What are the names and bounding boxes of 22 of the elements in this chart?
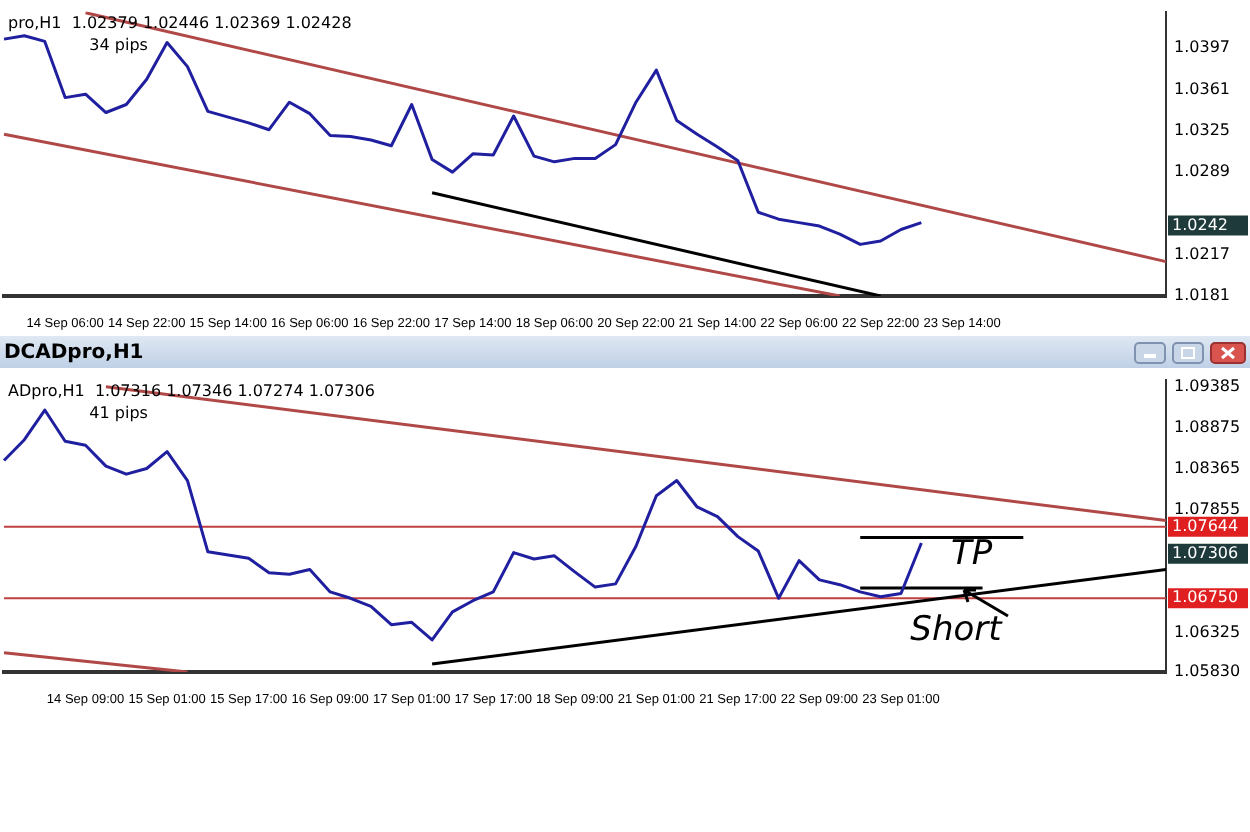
annotation: 34 pips [89, 35, 148, 54]
y-tick-label: 1.09385 [1174, 377, 1241, 396]
y-tick-label: 1.08365 [1174, 459, 1241, 478]
ref-line-label: 1.06750 [1172, 588, 1239, 607]
y-tick-label: 1.06325 [1174, 622, 1241, 641]
chart-title: DCADpro,H1 [4, 341, 144, 363]
y-tick-label: 1.0361 [1174, 79, 1230, 98]
annotation: Short [910, 609, 1005, 650]
y-tick-label: 1.05830 [1174, 662, 1241, 681]
annotation: TP [951, 533, 994, 574]
y-tick-label: 1.08875 [1174, 418, 1241, 437]
y-tick-label: 1.0325 [1174, 121, 1230, 140]
y-tick-label: 1.0181 [1174, 286, 1230, 305]
y-tick-label: 1.07855 [1174, 499, 1241, 518]
y-tick-label: 1.0217 [1174, 244, 1230, 263]
text: 1.0242 [1172, 215, 1228, 234]
ref-line-label: 1.07644 [1172, 516, 1239, 535]
y-tick-label: 1.0397 [1174, 38, 1230, 57]
chart-subtitle: pro,H1 1.02379 1.02446 1.02369 1.02428 [8, 13, 352, 32]
y-tick-label: 1.0289 [1174, 162, 1230, 181]
text: 1.07306 [1172, 544, 1239, 563]
annotation: 41 pips [89, 403, 148, 422]
